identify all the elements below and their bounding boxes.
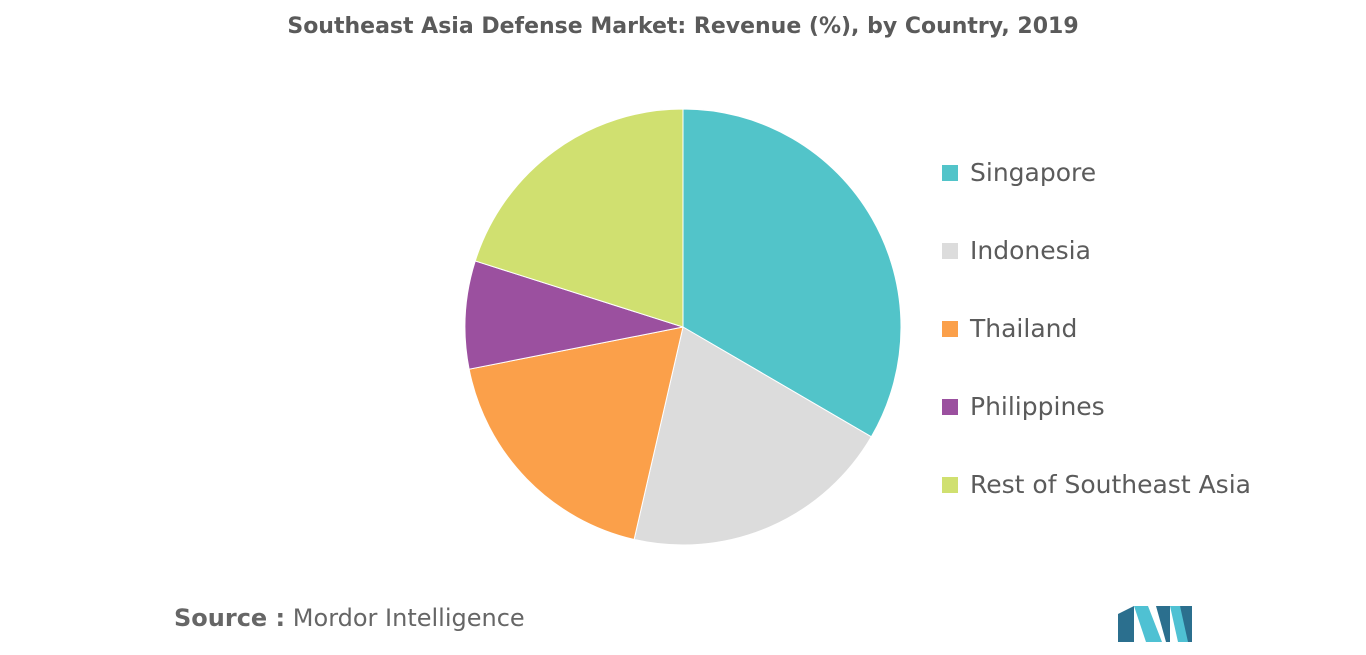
logo-right-dark-shape (1180, 606, 1192, 642)
legend: Singapore Indonesia Thailand Philippines… (942, 153, 1251, 543)
source-value: Mordor Intelligence (292, 604, 525, 632)
legend-label-thailand: Thailand (970, 314, 1078, 343)
legend-item-rest-of-southeast-asia: Rest of Southeast Asia (942, 465, 1251, 543)
legend-label-philippines: Philippines (970, 392, 1105, 421)
source-key: Source : (174, 604, 286, 632)
legend-label-singapore: Singapore (970, 158, 1097, 187)
legend-item-philippines: Philippines (942, 387, 1251, 465)
legend-swatch-indonesia (942, 243, 958, 259)
chart-title: Southeast Asia Defense Market: Revenue (… (287, 14, 1079, 39)
logo-left-dark-shape (1118, 606, 1134, 642)
pie-slice-indonesia (633, 326, 873, 546)
pie-slice-philippines (464, 260, 684, 370)
legend-label-indonesia: Indonesia (970, 236, 1091, 265)
legend-swatch-singapore (942, 165, 958, 181)
legend-item-indonesia: Indonesia (942, 231, 1251, 309)
pie-slice-singapore (682, 108, 902, 438)
pie-slice-rest-of-southeast-asia (474, 108, 684, 328)
legend-swatch-rest-of-southeast-asia (942, 477, 958, 493)
legend-swatch-thailand (942, 321, 958, 337)
legend-label-rest-of-southeast-asia: Rest of Southeast Asia (970, 470, 1251, 499)
legend-item-thailand: Thailand (942, 309, 1251, 387)
legend-item-singapore: Singapore (942, 153, 1251, 231)
source-note: Source : Mordor Intelligence (174, 604, 525, 632)
mordor-intelligence-logo-icon (1118, 606, 1192, 642)
logo-middle-dark-shape (1156, 606, 1170, 642)
logo-left-light-shape (1134, 606, 1162, 642)
pie-slice-thailand (468, 326, 684, 541)
legend-swatch-philippines (942, 399, 958, 415)
